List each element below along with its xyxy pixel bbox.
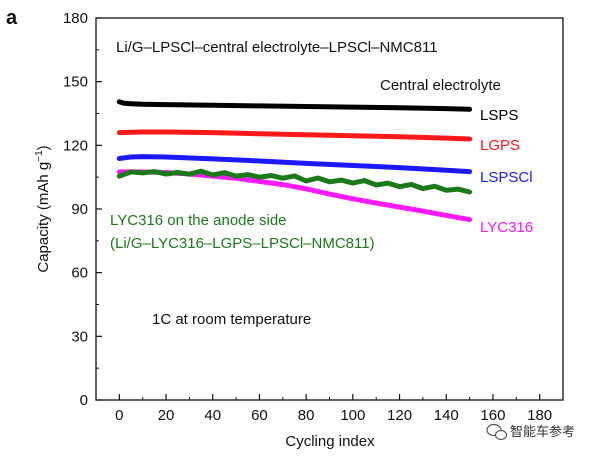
series-line-lyc316-on-the-anode-side	[116, 168, 473, 195]
panel-letter: a	[6, 7, 18, 29]
chart-title: Li/G–LPSCl–central electrolyte–LPSCl–NMC…	[116, 39, 438, 56]
label-lspscl: LSPSCl	[480, 169, 533, 186]
label-lgps: LGPS	[480, 137, 520, 154]
x-tick-label: 100	[340, 407, 365, 424]
series-line-lgps	[116, 129, 473, 142]
x-tick-label: 0	[115, 407, 123, 424]
y-axis-label-main: Capacity (mAh g	[35, 162, 52, 273]
y-tick-label: 90	[71, 201, 88, 218]
y-axis-label: Capacity (mAh g−1)	[34, 145, 52, 272]
condition-annotation: 1C at room temperature	[152, 311, 311, 328]
plot-frame	[95, 17, 564, 401]
y-axis-label-close: )	[35, 145, 52, 150]
label-lyc316: LYC316	[480, 219, 533, 236]
series-layer	[116, 99, 473, 223]
x-tick-label: 140	[434, 407, 459, 424]
anode-annotation-line1: LYC316 on the anode side	[110, 212, 287, 229]
y-tick-label: 120	[63, 137, 88, 154]
legend-title: Central electrolyte	[380, 77, 501, 94]
y-tick-label: 30	[71, 328, 88, 345]
x-tick-label: 120	[387, 407, 412, 424]
x-ticks: 0 20 40 60 80 100 120 140 160 180	[95, 394, 564, 424]
x-tick-label: 160	[480, 407, 505, 424]
y-tick-label: 0	[80, 392, 88, 409]
anode-annotation-line2: (Li/G–LYC316–LGPS–LPSCl–NMC811)	[110, 235, 375, 252]
x-tick-label: 60	[251, 407, 268, 424]
wechat-icon	[486, 423, 508, 441]
x-tick-label: 180	[527, 407, 552, 424]
series-line-lspscl	[116, 154, 473, 175]
y-tick-label: 150	[63, 74, 88, 91]
y-axis-label-sup: −1	[34, 150, 45, 162]
y-tick-label: 180	[63, 10, 88, 27]
x-tick-label: 40	[204, 407, 221, 424]
x-tick-label: 80	[298, 407, 315, 424]
watermark-text: 智能车参考	[510, 424, 575, 440]
y-tick-label: 60	[71, 265, 88, 282]
x-tick-label: 20	[158, 407, 175, 424]
x-axis-label: Cycling index	[285, 433, 375, 450]
series-line-lsps	[116, 99, 473, 112]
label-lsps: LSPS	[480, 107, 518, 124]
y-ticks: 0 30 60 90 120 150 180	[63, 10, 102, 409]
